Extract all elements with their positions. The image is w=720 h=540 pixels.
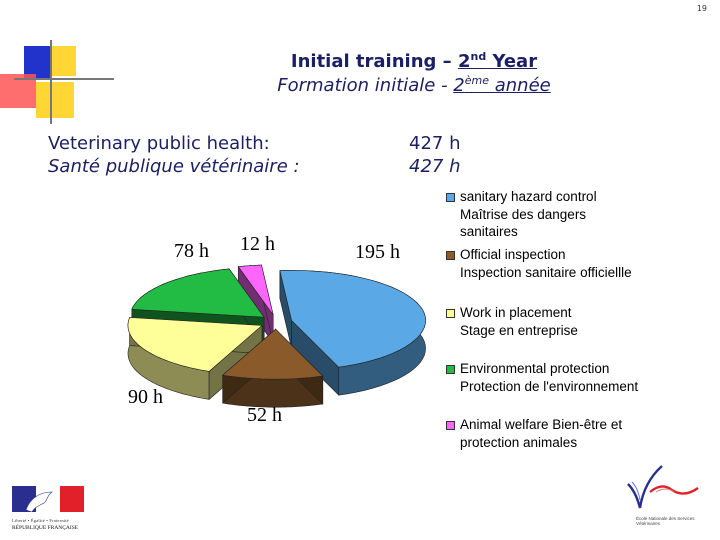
title-fr-sup: ème <box>464 74 490 87</box>
legend-item-placement: Work in placement Stage en entreprise <box>446 304 646 358</box>
slice-label-inspection: 52 h <box>247 404 282 426</box>
title-en-suffix: Year <box>486 51 538 72</box>
legend-item-animal-welfare: Animal welfare Bien-être et protection a… <box>446 416 630 451</box>
republic-logo: Liberté • Égalité • Fraternité Républiqu… <box>12 486 84 534</box>
subject-label-english: Veterinary public health: <box>48 133 270 154</box>
slide-title-french: Formation initiale - 2ème année <box>0 74 720 96</box>
page-number: 19 <box>696 4 707 13</box>
title-en-sup: nd <box>470 50 487 63</box>
title-en-ordinal: 2 <box>457 51 471 72</box>
total-hours-english: 427 h <box>409 133 461 154</box>
school-name: École Nationale des Services Vétérinaire… <box>636 516 695 526</box>
legend-label: Environmental protection Protection de l… <box>460 361 639 394</box>
slice-label-environment: 78 h <box>174 240 209 262</box>
school-logo-mark-icon <box>627 465 699 509</box>
slice-label-sanitary: 195 h <box>355 241 400 263</box>
legend-item-sanitary: sanitary hazard control Maîtrise des dan… <box>446 188 646 244</box>
legend-swatch-icon <box>446 309 455 318</box>
legend-swatch-icon <box>446 193 455 202</box>
school-logo: École Nationale des Services Vétérinaire… <box>622 462 708 528</box>
legend-label: Official inspection Inspection sanitaire… <box>460 247 632 280</box>
total-hours-french: 427 h <box>409 156 461 177</box>
slide-title-english: Initial training – 2nd Year <box>0 50 720 72</box>
title-fr-suffix: année <box>489 75 551 96</box>
subject-label-french: Santé publique vétérinaire : <box>48 156 300 177</box>
republic-name: République Française <box>12 525 79 531</box>
title-french-text: Formation initiale - 2ème année <box>277 74 551 96</box>
pie-slice <box>279 270 426 396</box>
marianne-flag-icon <box>12 486 84 513</box>
title-en-prefix: Initial training – <box>290 51 458 72</box>
slice-label-animal-welfare: 12 h <box>240 233 275 255</box>
legend-swatch-icon <box>446 365 455 374</box>
legend-label: sanitary hazard control Maîtrise des dan… <box>460 189 597 239</box>
legend-swatch-icon <box>446 421 455 430</box>
slice-label-placement: 90 h <box>128 386 163 408</box>
title-fr-prefix: Formation initiale - <box>277 75 454 96</box>
title-english-text: Initial training – 2nd Year <box>290 50 538 72</box>
legend-item-environment: Environmental protection Protection de l… <box>446 360 646 414</box>
pie-slice <box>237 264 274 344</box>
legend-item-inspection: Official inspection Inspection sanitaire… <box>446 246 646 302</box>
chart-legend: sanitary hazard control Maîtrise des dan… <box>446 188 646 453</box>
title-fr-ordinal: 2 <box>453 75 465 96</box>
legend-label: Animal welfare Bien-être et protection a… <box>460 417 623 450</box>
legend-swatch-icon <box>446 251 455 260</box>
pie-slice <box>127 317 263 401</box>
republic-motto: Liberté • Égalité • Fraternité <box>12 518 69 523</box>
legend-label: Work in placement Stage en entreprise <box>460 305 578 338</box>
pie-slice <box>222 328 324 408</box>
